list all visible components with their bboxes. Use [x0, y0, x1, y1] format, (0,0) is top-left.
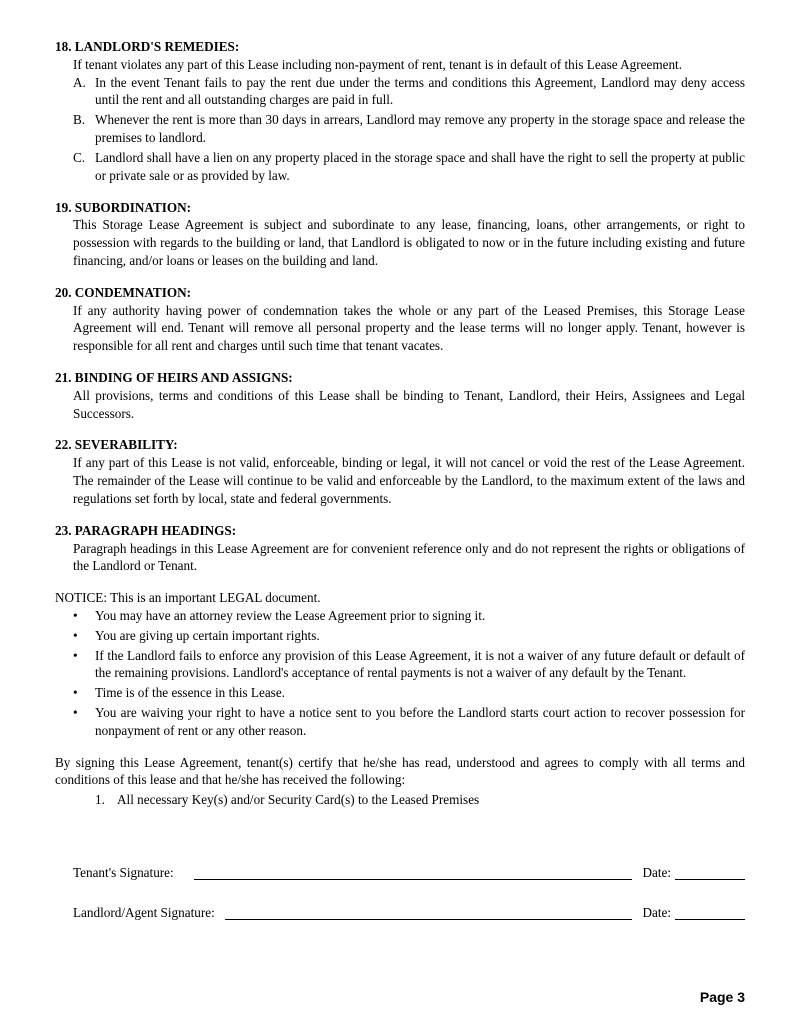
notice-block: NOTICE: This is an important LEGAL docum…: [55, 589, 745, 740]
notice-2-text: You are giving up certain important righ…: [95, 627, 745, 645]
section-19-body: This Storage Lease Agreement is subject …: [55, 216, 745, 269]
tenant-date-line[interactable]: [675, 879, 745, 880]
section-22-heading: 22. SEVERABILITY:: [55, 436, 745, 454]
letter-a: A.: [73, 74, 95, 110]
number-1: 1.: [95, 791, 117, 809]
notice-item-1: • You may have an attorney review the Le…: [73, 607, 745, 625]
bullet-icon: •: [73, 627, 95, 645]
section-22-body: If any part of this Lease is not valid, …: [55, 454, 745, 507]
section-20-heading: 20. CONDEMNATION:: [55, 284, 745, 302]
section-19: 19. SUBORDINATION: This Storage Lease Ag…: [55, 199, 745, 270]
tenant-signature-label: Tenant's Signature:: [73, 864, 174, 882]
landlord-date-label: Date:: [642, 904, 671, 922]
page-number: Page 3: [700, 988, 745, 1007]
section-18-heading: 18. LANDLORD'S REMEDIES:: [55, 38, 745, 56]
section-22: 22. SEVERABILITY: If any part of this Le…: [55, 436, 745, 507]
tenant-signature-line[interactable]: [194, 879, 633, 880]
closing-list: 1. All necessary Key(s) and/or Security …: [55, 791, 745, 809]
notice-item-4: • Time is of the essence in this Lease.: [73, 684, 745, 702]
section-18-item-b: B. Whenever the rent is more than 30 day…: [73, 111, 745, 147]
section-21-heading: 21. BINDING OF HEIRS AND ASSIGNS:: [55, 369, 745, 387]
section-18-c-text: Landlord shall have a lien on any proper…: [95, 149, 745, 185]
bullet-icon: •: [73, 647, 95, 683]
notice-item-3: • If the Landlord fails to enforce any p…: [73, 647, 745, 683]
notice-3-text: If the Landlord fails to enforce any pro…: [95, 647, 745, 683]
section-23-heading: 23. PARAGRAPH HEADINGS:: [55, 522, 745, 540]
landlord-signature-line[interactable]: [225, 919, 633, 920]
notice-4-text: Time is of the essence in this Lease.: [95, 684, 745, 702]
tenant-signature-row: Tenant's Signature: Date:: [73, 864, 745, 882]
closing-paragraph: By signing this Lease Agreement, tenant(…: [55, 754, 745, 790]
landlord-date-line[interactable]: [675, 919, 745, 920]
notice-item-2: • You are giving up certain important ri…: [73, 627, 745, 645]
section-18-b-text: Whenever the rent is more than 30 days i…: [95, 111, 745, 147]
section-19-heading: 19. SUBORDINATION:: [55, 199, 745, 217]
section-18-item-c: C. Landlord shall have a lien on any pro…: [73, 149, 745, 185]
notice-item-5: • You are waiving your right to have a n…: [73, 704, 745, 740]
landlord-signature-row: Landlord/Agent Signature: Date:: [73, 904, 745, 922]
bullet-icon: •: [73, 704, 95, 740]
bullet-icon: •: [73, 684, 95, 702]
letter-b: B.: [73, 111, 95, 147]
section-21-body: All provisions, terms and conditions of …: [55, 387, 745, 423]
section-18-list: A. In the event Tenant fails to pay the …: [55, 74, 745, 185]
landlord-signature-label: Landlord/Agent Signature:: [73, 904, 215, 922]
section-23-body: Paragraph headings in this Lease Agreeme…: [55, 540, 745, 576]
bullet-icon: •: [73, 607, 95, 625]
notice-5-text: You are waiving your right to have a not…: [95, 704, 745, 740]
section-18-a-text: In the event Tenant fails to pay the ren…: [95, 74, 745, 110]
closing-item-1: All necessary Key(s) and/or Security Car…: [117, 791, 479, 809]
section-23: 23. PARAGRAPH HEADINGS: Paragraph headin…: [55, 522, 745, 575]
notice-heading: NOTICE: This is an important LEGAL docum…: [55, 589, 745, 607]
letter-c: C.: [73, 149, 95, 185]
notice-bullets: • You may have an attorney review the Le…: [55, 607, 745, 740]
notice-1-text: You may have an attorney review the Leas…: [95, 607, 745, 625]
tenant-date-label: Date:: [642, 864, 671, 882]
signature-block: Tenant's Signature: Date: Landlord/Agent…: [55, 864, 745, 922]
section-21: 21. BINDING OF HEIRS AND ASSIGNS: All pr…: [55, 369, 745, 422]
section-20: 20. CONDEMNATION: If any authority havin…: [55, 284, 745, 355]
section-18-intro: If tenant violates any part of this Leas…: [55, 56, 745, 74]
section-18: 18. LANDLORD'S REMEDIES: If tenant viola…: [55, 38, 745, 185]
section-20-body: If any authority having power of condemn…: [55, 302, 745, 355]
section-18-item-a: A. In the event Tenant fails to pay the …: [73, 74, 745, 110]
